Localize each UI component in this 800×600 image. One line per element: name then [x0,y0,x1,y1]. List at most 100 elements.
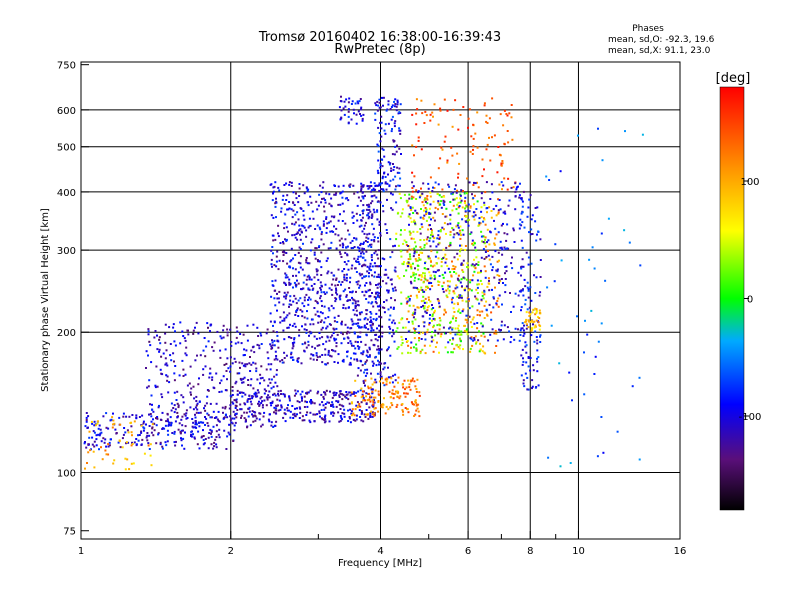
data-point [381,325,384,328]
data-point [247,407,250,410]
data-point [294,389,297,392]
data-point [374,297,377,300]
data-point [368,354,371,357]
data-point [437,257,440,260]
data-point [456,258,459,261]
data-point [480,210,483,213]
data-point [293,338,296,341]
data-point [118,440,121,443]
data-point [273,264,276,267]
data-point [355,271,358,273]
data-point [172,407,175,409]
data-point [602,451,605,454]
data-point [487,339,490,342]
data-point [460,294,463,297]
data-point [411,181,414,184]
data-point [333,274,336,277]
data-point [444,271,447,274]
data-point [372,329,375,332]
data-point [421,315,424,318]
data-point [415,390,418,393]
data-point [361,277,364,280]
data-point [407,215,410,218]
data-point [349,391,352,394]
data-point [444,346,447,349]
data-point [360,340,363,343]
data-point [368,406,371,409]
data-point [461,229,464,232]
data-point [228,407,231,410]
data-point [538,324,541,327]
data-point [363,324,366,327]
data-point [126,458,129,461]
data-point [356,324,359,327]
data-point [432,200,435,203]
data-point [536,320,539,323]
data-point [465,300,468,303]
data-point [392,245,395,248]
data-point [517,271,520,274]
data-point [425,285,428,288]
data-point [483,204,486,207]
data-point [502,338,505,341]
data-point [368,186,371,189]
data-point [446,161,449,164]
data-point [349,361,352,364]
data-point [286,208,289,211]
data-point [147,354,149,357]
data-point [219,349,222,352]
data-point [382,368,385,371]
data-point [456,252,459,255]
data-point [268,396,271,399]
data-point [476,286,479,289]
data-point [287,336,290,338]
data-point [324,403,327,405]
data-point [548,179,551,181]
data-point [361,119,364,122]
data-point [367,203,370,206]
data-point [374,389,377,392]
data-point [303,299,306,302]
data-point [394,98,397,101]
data-point [248,406,251,409]
data-point [279,321,282,324]
data-point [462,259,465,262]
data-point [283,338,286,341]
data-point [415,343,418,346]
data-point [524,372,527,375]
data-point [247,384,250,386]
data-point [236,389,239,392]
data-point [292,191,295,194]
data-point [380,121,383,124]
data-point [205,345,208,348]
data-point [316,358,318,361]
data-point [387,376,390,379]
data-point [438,241,441,244]
data-point [517,328,519,331]
data-point [274,202,277,205]
data-point [327,270,330,273]
data-point [274,279,277,282]
data-point [369,265,372,268]
data-point [464,196,467,199]
data-point [314,247,317,250]
data-point [303,226,306,229]
data-point [530,299,533,302]
data-point [489,159,492,162]
data-point [299,297,302,300]
data-point [267,384,270,387]
data-point [274,350,277,353]
data-point [531,379,534,382]
data-point [441,288,444,291]
data-point [100,446,102,449]
data-point [433,187,436,189]
data-point [460,189,463,192]
data-point [222,411,224,414]
data-point [467,298,470,301]
data-point [433,219,436,222]
data-point [420,148,423,151]
data-point [426,328,429,331]
data-point [349,363,352,366]
data-point [108,441,111,444]
data-point [459,201,462,204]
